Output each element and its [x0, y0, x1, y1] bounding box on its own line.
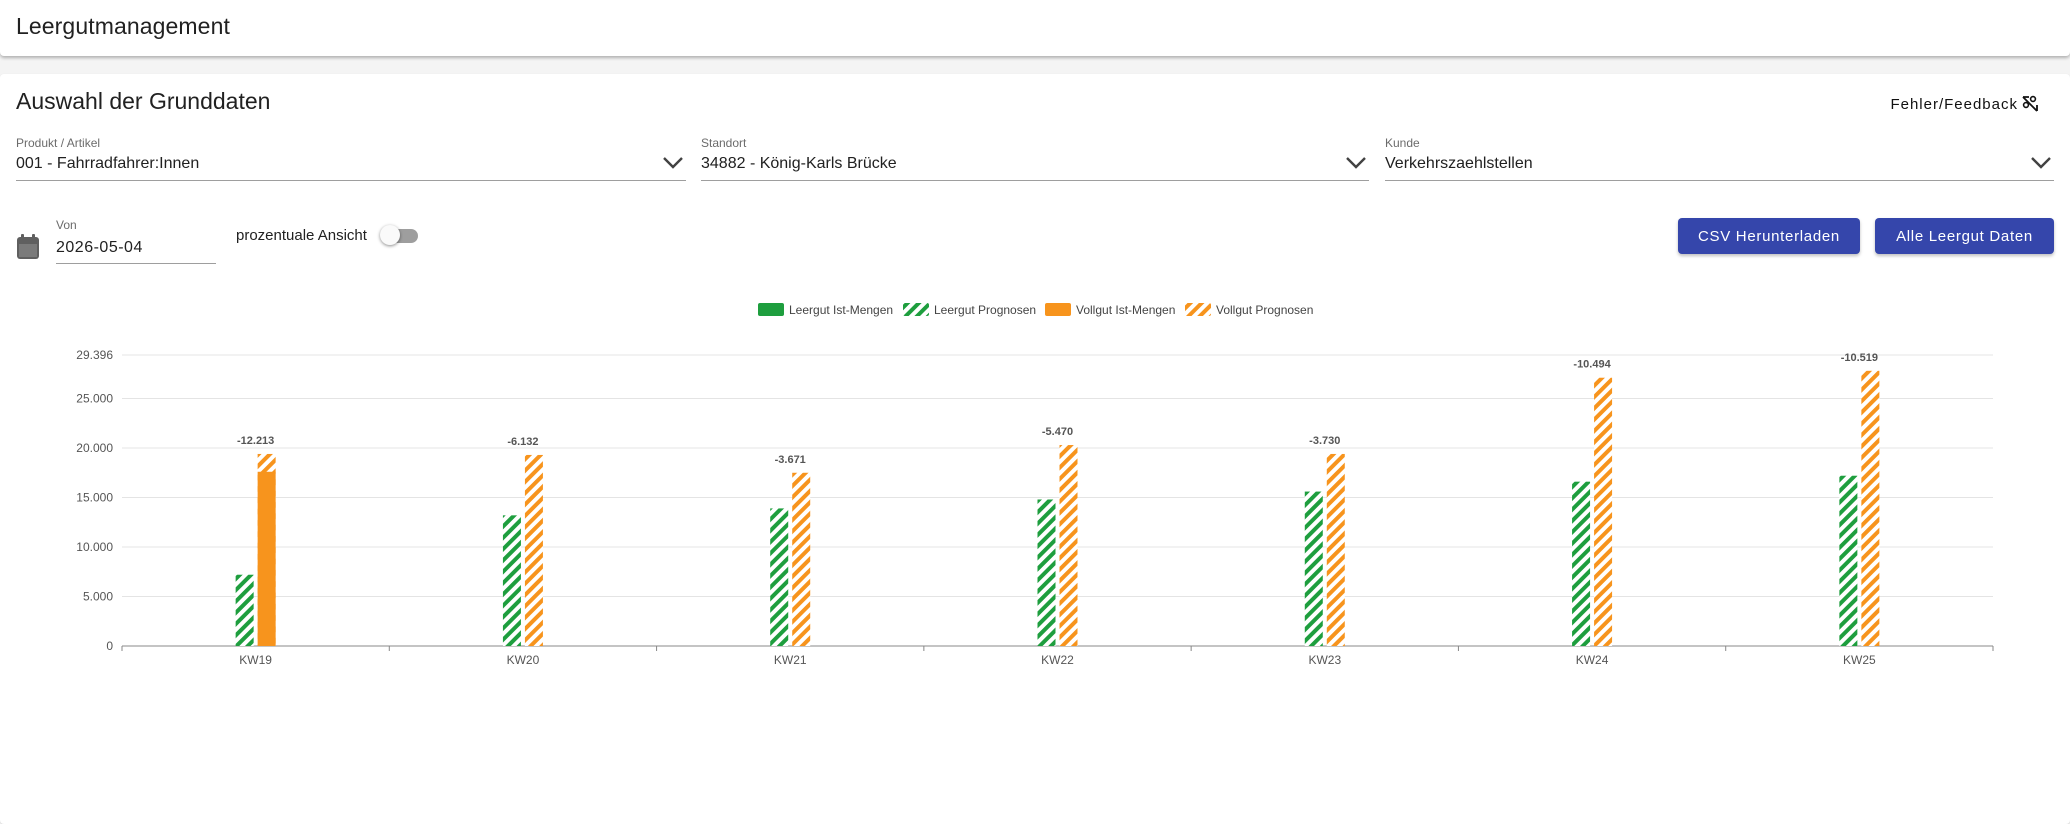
bar-leergut-prognose[interactable]: [502, 515, 521, 646]
product-select-label: Produkt / Artikel: [16, 136, 101, 150]
csv-download-button[interactable]: CSV Herunterladen: [1678, 218, 1860, 254]
chart-data-labels: -12.213 -6.132 -3.671 -5.470 -3.730 -10.494 -1…: [237, 352, 1878, 466]
product-select-underline: [16, 180, 686, 181]
bar-vollgut-prognose[interactable]: [1059, 445, 1078, 646]
date-from-label: Von: [56, 218, 77, 232]
bar-leergut-prognose[interactable]: [1572, 481, 1591, 646]
chart-legend: Leergut Ist-Mengen Leergut Prognosen Vollg…: [758, 303, 1313, 317]
customer-select-label: Kunde: [1385, 136, 1420, 150]
all-empties-data-button[interactable]: Alle Leergut Daten: [1875, 218, 2054, 254]
legend-swatch[interactable]: [903, 303, 929, 316]
product-select-value: 001 - Fahrradfahrer:Innen: [16, 155, 200, 172]
product-select[interactable]: Produkt / Artikel 001 - Fahrradfahrer:In…: [16, 136, 686, 181]
customer-select[interactable]: Kunde Verkehrszaehlstellen: [1385, 136, 2054, 181]
bar-data-label: -3.730: [1309, 435, 1340, 447]
calendar-icon[interactable]: [16, 234, 40, 260]
legend-swatch[interactable]: [758, 303, 784, 316]
date-from-value: 2026-05-04: [56, 239, 143, 256]
bar-leergut-prognose[interactable]: [235, 574, 254, 646]
bar-vollgut-ist[interactable]: [257, 471, 276, 646]
legend-label[interactable]: Leergut Prognosen: [934, 303, 1036, 317]
bar-data-label: -6.132: [507, 436, 538, 448]
section-title: Auswahl der Grunddaten: [16, 88, 271, 114]
chart-grid: [122, 354, 1993, 647]
bar-data-label: -10.494: [1573, 359, 1611, 371]
bar-data-label: -10.519: [1841, 352, 1878, 364]
bar-vollgut-prognose[interactable]: [1326, 453, 1345, 646]
legend-swatch[interactable]: [1185, 303, 1211, 316]
app-title: Leergutmanagement: [16, 13, 230, 39]
legend-label[interactable]: Vollgut Ist-Mengen: [1076, 303, 1175, 317]
date-from-underline: [56, 263, 216, 264]
customer-select-underline: [1385, 180, 2054, 181]
x-tick-label: KW21: [774, 653, 807, 667]
chevron-down-icon[interactable]: [2030, 156, 2052, 170]
feedback-button[interactable]: Fehler/Feedback: [1890, 94, 2040, 114]
bar-leergut-prognose[interactable]: [1304, 491, 1323, 646]
y-tick-label: 25.000: [76, 392, 113, 406]
y-tick-label: 0: [106, 639, 113, 653]
y-tick-label: 20.000: [76, 441, 113, 455]
feedback-label: Fehler/Feedback: [1890, 95, 2018, 113]
x-tick-label: KW20: [507, 653, 540, 667]
bar-leergut-prognose[interactable]: [770, 508, 789, 646]
y-axis-ticks: 0 5.000 10.000 15.000 20.000 25.000 29.396: [76, 348, 113, 653]
bar-vollgut-prognose[interactable]: [1594, 377, 1613, 646]
y-tick-label: 5.000: [83, 590, 113, 604]
legend-swatch[interactable]: [1045, 303, 1071, 316]
location-select-underline: [701, 180, 1369, 181]
bar-vollgut-prognose[interactable]: [792, 472, 811, 646]
customer-select-value: Verkehrszaehlstellen: [1385, 155, 1533, 172]
x-tick-label: KW25: [1843, 653, 1876, 667]
percent-view-toggle[interactable]: [380, 224, 418, 246]
empties-chart: Leergut Ist-Mengen Leergut Prognosen Vollg…: [76, 303, 1994, 667]
bar-vollgut-prognose[interactable]: [1861, 370, 1880, 646]
selection-card: Auswahl der Grunddaten Fehler/Feedback P…: [0, 74, 2070, 824]
toggle-thumb: [380, 225, 400, 245]
bug-icon: [2022, 95, 2038, 112]
bar-leergut-prognose[interactable]: [1839, 475, 1858, 646]
bar-data-label: -5.470: [1042, 426, 1073, 438]
location-select[interactable]: Standort 34882 - König-Karls Brücke: [701, 136, 1369, 181]
y-tick-label: 10.000: [76, 540, 113, 554]
app-bar: Leergutmanagement: [0, 0, 2070, 56]
x-axis: KW19 KW20 KW21 KW22 KW23 KW24 KW25: [121, 646, 1994, 667]
y-tick-label: 15.000: [76, 491, 113, 505]
chart-bars: [235, 370, 1880, 646]
bar-data-label: -12.213: [237, 435, 274, 447]
date-from-field[interactable]: Von 2026-05-04: [56, 218, 216, 264]
bar-leergut-prognose[interactable]: [1037, 499, 1056, 646]
legend-label[interactable]: Vollgut Prognosen: [1216, 303, 1313, 317]
legend-label[interactable]: Leergut Ist-Mengen: [789, 303, 893, 317]
bar-data-label: -3.671: [775, 454, 806, 466]
y-tick-label: 29.396: [76, 348, 113, 362]
chevron-down-icon[interactable]: [662, 156, 684, 170]
x-tick-label: KW24: [1576, 653, 1609, 667]
percent-view-label: prozentuale Ansicht: [236, 227, 367, 244]
bar-vollgut-prognose[interactable]: [524, 454, 543, 646]
x-tick-label: KW23: [1308, 653, 1341, 667]
chevron-down-icon[interactable]: [1345, 156, 1367, 170]
x-tick-label: KW22: [1041, 653, 1074, 667]
x-tick-label: KW19: [239, 653, 272, 667]
location-select-value: 34882 - König-Karls Brücke: [701, 155, 897, 172]
location-select-label: Standort: [701, 136, 747, 150]
